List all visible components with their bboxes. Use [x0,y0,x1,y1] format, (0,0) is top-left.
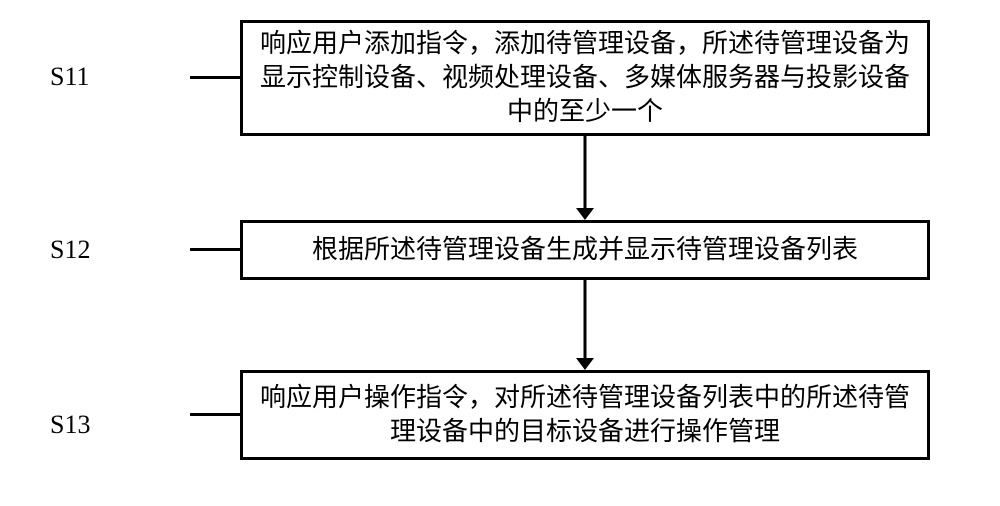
step-label-s13: S13 [50,410,90,440]
label-connector-s13 [190,413,240,416]
label-connector-s12 [190,248,240,251]
flow-node-s12: 根据所述待管理设备生成并显示待管理设备列表 [240,220,930,280]
label-connector-s11 [190,76,240,79]
step-label-s12: S12 [50,235,90,265]
flowchart-canvas: S11 响应用户添加指令，添加待管理设备，所述待管理设备为显示控制设备、视频处理… [0,0,1000,506]
step-label-s11: S11 [50,62,90,92]
flow-node-s11-text: 响应用户添加指令，添加待管理设备，所述待管理设备为显示控制设备、视频处理设备、多… [243,27,927,129]
flow-node-s13: 响应用户操作指令，对所述待管理设备列表中的所述待管理设备中的目标设备进行操作管理 [240,370,930,460]
flow-node-s13-text: 响应用户操作指令，对所述待管理设备列表中的所述待管理设备中的目标设备进行操作管理 [243,381,927,449]
edge-s12-s13 [567,280,603,370]
flow-node-s11: 响应用户添加指令，添加待管理设备，所述待管理设备为显示控制设备、视频处理设备、多… [240,20,930,136]
flow-node-s12-text: 根据所述待管理设备生成并显示待管理设备列表 [298,233,872,267]
edge-s11-s12 [567,136,603,220]
